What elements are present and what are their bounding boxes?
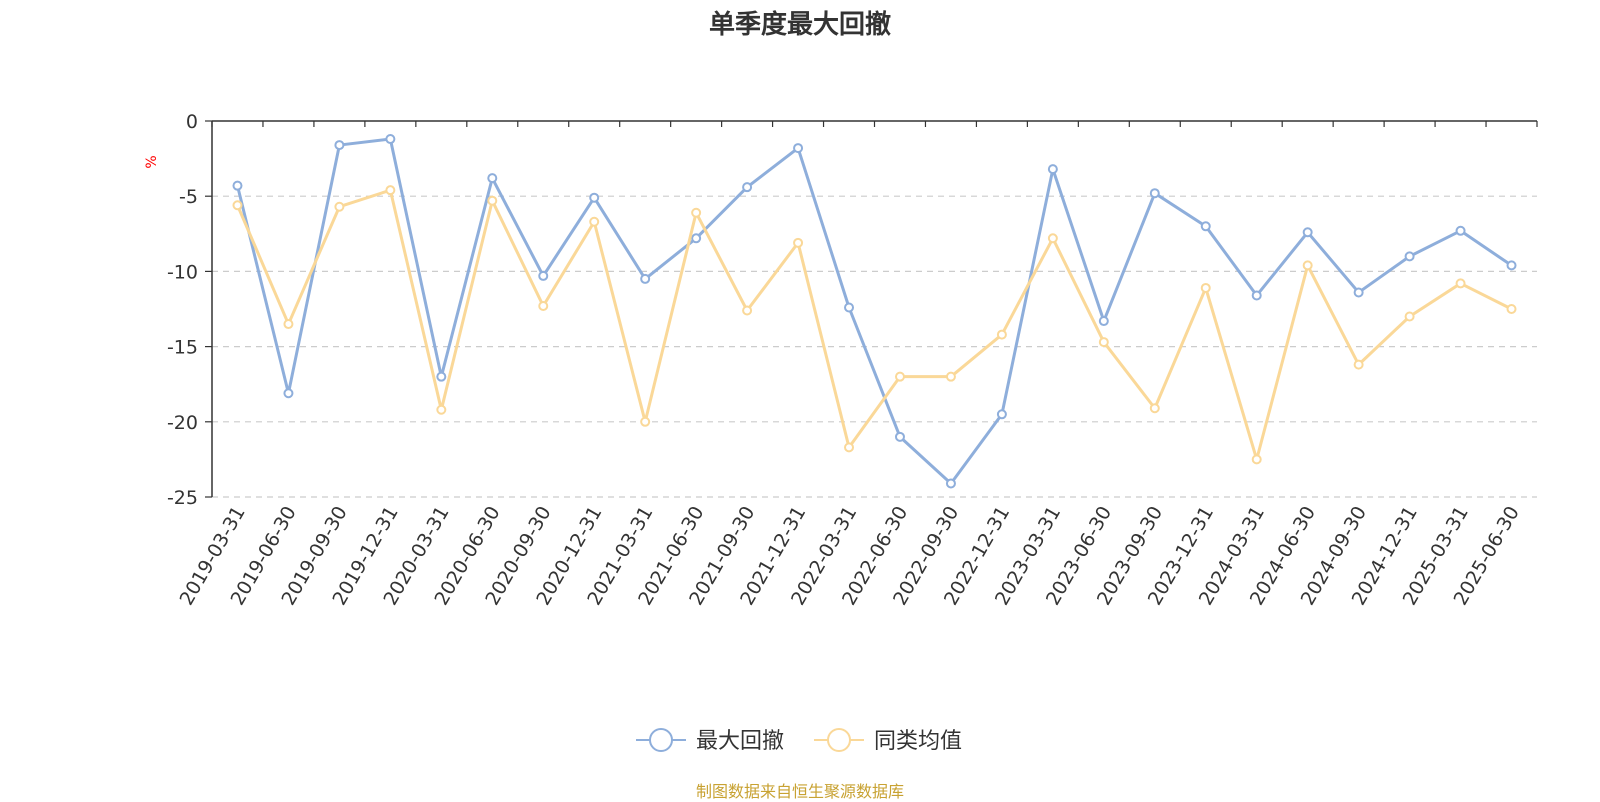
- legend-label-2: 同类均值: [874, 729, 962, 754]
- data-point-series-1: [1200, 221, 1211, 232]
- series-line-1: [236, 137, 1513, 485]
- data-point-series-2: [945, 371, 956, 382]
- data-point-series-2: [742, 305, 753, 316]
- data-point-series-2: [1302, 260, 1313, 271]
- data-point-series-2: [436, 404, 447, 415]
- data-source-note: 制图数据来自恒生聚源数据库: [695, 782, 904, 801]
- data-point-series-2: [232, 200, 243, 211]
- y-tick-label: -20: [167, 412, 198, 434]
- data-point-series-1: [1506, 260, 1517, 271]
- data-point-series-1: [1353, 287, 1364, 298]
- series-line-2: [236, 188, 1513, 461]
- data-point-series-1: [436, 371, 447, 382]
- y-tick-label: 0: [186, 111, 198, 133]
- data-point-series-2: [793, 237, 804, 248]
- data-point-series-1: [232, 180, 243, 191]
- data-point-series-1: [640, 273, 651, 284]
- data-point-series-1: [1404, 251, 1415, 262]
- data-point-series-1: [589, 192, 600, 203]
- legend-marker-1: [649, 728, 673, 752]
- data-point-series-1: [945, 478, 956, 489]
- data-point-series-2: [1200, 282, 1211, 293]
- data-point-series-2: [1506, 304, 1517, 314]
- data-point-series-1: [1098, 316, 1109, 327]
- data-point-series-1: [334, 140, 345, 151]
- data-point-series-2: [334, 201, 345, 212]
- data-point-series-2: [1098, 337, 1109, 348]
- data-point-series-1: [894, 431, 905, 442]
- data-point-series-1: [1251, 290, 1262, 301]
- data-point-series-2: [844, 442, 855, 453]
- data-point-series-2: [1149, 403, 1160, 414]
- y-tick-label: -25: [167, 487, 198, 509]
- data-point-series-1: [1302, 227, 1313, 238]
- data-point-series-2: [894, 371, 905, 382]
- data-point-series-2: [1353, 359, 1364, 370]
- data-point-series-1: [385, 134, 396, 145]
- legend-marker-2: [827, 728, 851, 752]
- data-point-series-2: [1047, 233, 1058, 244]
- data-point-series-1: [538, 270, 549, 281]
- data-point-series-2: [589, 216, 600, 227]
- data-point-series-1: [793, 143, 804, 154]
- data-point-series-1: [283, 388, 294, 399]
- data-point-series-2: [1455, 278, 1466, 289]
- data-point-series-2: [1251, 454, 1262, 465]
- data-point-series-1: [487, 173, 498, 184]
- y-axis-unit-label: %: [144, 155, 160, 168]
- data-point-series-2: [487, 195, 498, 206]
- data-point-series-2: [996, 329, 1007, 340]
- data-point-series-2: [283, 319, 294, 330]
- data-point-series-2: [385, 185, 396, 196]
- data-point-series-1: [742, 182, 753, 193]
- legend-label-1: 最大回撤: [696, 729, 784, 754]
- data-point-series-1: [996, 409, 1007, 420]
- chart-title: 单季度最大回撤: [708, 10, 891, 40]
- data-point-series-2: [640, 416, 651, 427]
- data-point-series-2: [1404, 311, 1415, 322]
- data-point-series-1: [1455, 225, 1466, 236]
- y-tick-label: -5: [179, 186, 198, 208]
- data-point-series-1: [1047, 164, 1058, 175]
- data-point-series-1: [1149, 188, 1160, 199]
- data-point-series-1: [691, 233, 702, 244]
- data-point-series-1: [844, 302, 855, 313]
- y-tick-label: -10: [167, 261, 198, 283]
- y-tick-label: -15: [167, 337, 198, 359]
- data-point-series-2: [538, 300, 549, 311]
- data-point-series-2: [691, 207, 702, 218]
